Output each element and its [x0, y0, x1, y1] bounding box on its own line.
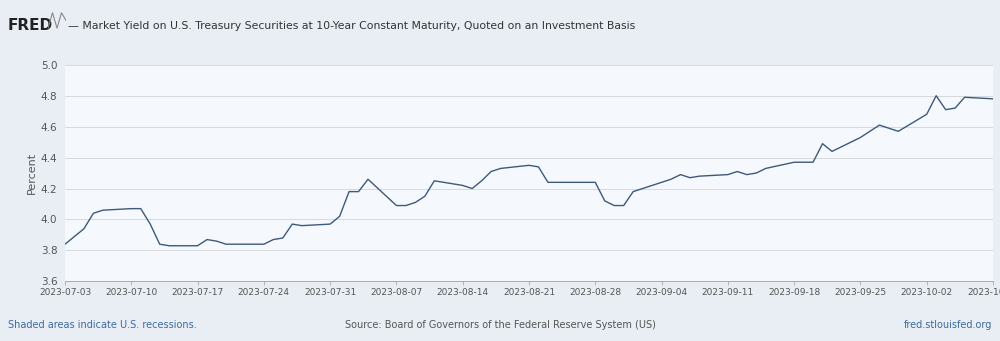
Text: — Market Yield on U.S. Treasury Securities at 10-Year Constant Maturity, Quoted : — Market Yield on U.S. Treasury Securiti…: [68, 21, 635, 31]
Text: Source: Board of Governors of the Federal Reserve System (US): Source: Board of Governors of the Federa…: [345, 320, 655, 330]
Text: Shaded areas indicate U.S. recessions.: Shaded areas indicate U.S. recessions.: [8, 320, 197, 330]
Text: fred.stlouisfed.org: fred.stlouisfed.org: [904, 320, 992, 330]
Text: FRED: FRED: [8, 18, 53, 33]
Y-axis label: Percent: Percent: [27, 152, 37, 194]
